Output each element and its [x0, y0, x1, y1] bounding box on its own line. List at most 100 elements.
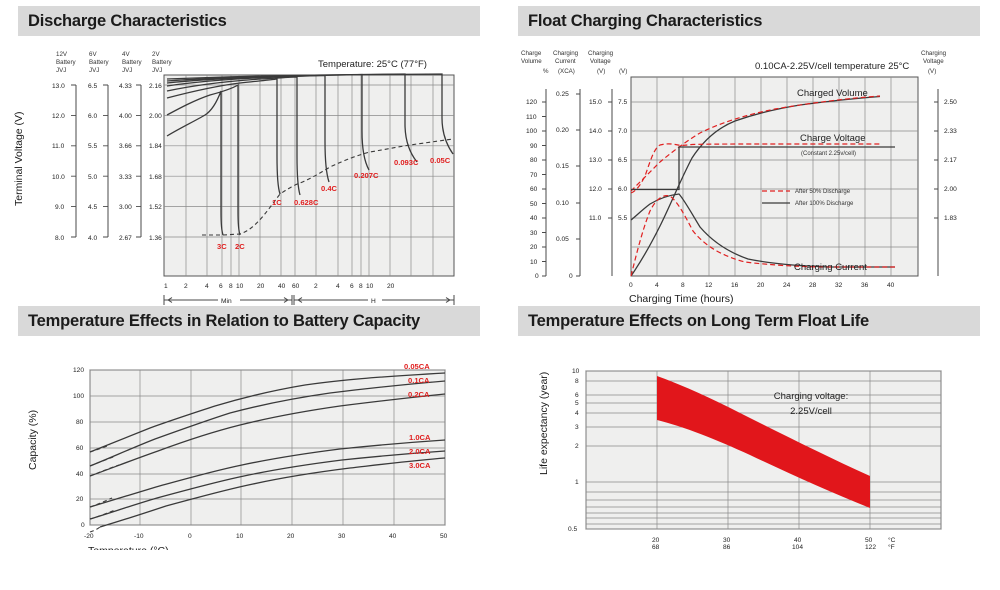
svg-text:50: 50	[530, 201, 538, 208]
svg-text:2.50: 2.50	[944, 99, 957, 106]
svg-text:6.5: 6.5	[618, 157, 627, 164]
svg-text:10: 10	[366, 283, 374, 290]
svg-text:60: 60	[292, 283, 300, 290]
scale-charging-voltage: 15.0 14.0 13.0 12.0 11.0	[589, 89, 613, 276]
svg-text:5.5: 5.5	[88, 143, 97, 150]
capacity-curves	[89, 372, 446, 533]
y-axis-title: Capacity (%)	[27, 410, 39, 470]
svg-text:5.0: 5.0	[88, 174, 97, 181]
scale-charge-volume: 120 110 100 90 80 70 60 50 40 30 20 10 0	[526, 89, 547, 280]
panel-header-bar: Temperature Effects in Relation to Batte…	[18, 306, 480, 336]
svg-text:Charging voltage:: Charging voltage:	[774, 391, 848, 402]
svg-text:°F: °F	[888, 543, 895, 551]
svg-text:20: 20	[287, 533, 295, 540]
svg-text:1.52: 1.52	[149, 204, 162, 211]
panel-title: Discharge Characteristics	[28, 11, 227, 30]
svg-text:40: 40	[76, 471, 84, 478]
svg-text:JVJ: JVJ	[152, 67, 162, 74]
svg-text:Voltage: Voltage	[923, 58, 944, 65]
svg-text:Battery: Battery	[56, 59, 77, 66]
svg-text:4V: 4V	[122, 51, 130, 58]
svg-text:12V: 12V	[56, 51, 68, 58]
svg-text:1.84: 1.84	[149, 143, 162, 150]
svg-text:3.33: 3.33	[119, 174, 132, 181]
svg-text:40: 40	[389, 533, 397, 540]
svg-text:20: 20	[530, 244, 538, 251]
svg-text:Battery: Battery	[152, 59, 173, 66]
svg-text:Current: Current	[555, 58, 576, 65]
svg-text:0.628C: 0.628C	[294, 198, 319, 207]
svg-text:10: 10	[530, 259, 538, 266]
curve-rate-labels: 3C 2C 1C 0.628C 0.4C 0.207C 0.093C 0.05C	[217, 156, 451, 251]
svg-text:0: 0	[188, 533, 192, 540]
svg-text:1.36: 1.36	[149, 235, 162, 242]
svg-text:1.68: 1.68	[149, 174, 162, 181]
svg-text:Charging: Charging	[553, 50, 579, 57]
x-axis-ticks: -20 -10 0 10 20 30 40 50	[84, 533, 448, 540]
svg-text:7.5: 7.5	[618, 99, 627, 106]
voltage-scale-headers: 12V Battery JVJ 6V Battery JVJ 4V Batter…	[56, 51, 173, 74]
svg-text:9.0: 9.0	[55, 204, 64, 211]
svg-text:120: 120	[73, 367, 84, 374]
svg-text:Battery: Battery	[89, 59, 110, 66]
svg-text:Min: Min	[221, 298, 232, 305]
svg-text:14.0: 14.0	[589, 128, 602, 135]
svg-text:4: 4	[655, 282, 659, 289]
y-axis-title: Life expectancy (year)	[538, 372, 550, 475]
svg-text:(XCA): (XCA)	[558, 68, 575, 75]
svg-text:8: 8	[359, 283, 363, 290]
chart-capacity-vs-temperature: Capacity (%)	[0, 340, 500, 550]
right-axis-header: Charging Voltage (V)	[921, 50, 947, 75]
scale-right-charging-voltage: 2.50 2.33 2.17 2.00 1.83	[934, 89, 957, 276]
svg-text:80: 80	[76, 419, 84, 426]
svg-text:(V): (V)	[619, 68, 627, 75]
svg-text:20: 20	[387, 283, 395, 290]
svg-text:3.66: 3.66	[119, 143, 132, 150]
curve-rate-labels: 0.05CA 0.1CA 0.2CA 1.0CA 2.0CA 3.0CA	[404, 362, 431, 470]
svg-text:0.05C: 0.05C	[430, 156, 451, 165]
svg-text:6: 6	[350, 283, 354, 290]
svg-text:8.0: 8.0	[55, 235, 64, 242]
svg-text:6.5: 6.5	[88, 83, 97, 90]
svg-text:1: 1	[575, 479, 579, 486]
svg-text:2: 2	[184, 283, 188, 290]
svg-text:6: 6	[219, 283, 223, 290]
svg-text:4.33: 4.33	[119, 83, 132, 90]
panel-temperature-effects-float-life: Temperature Effects on Long Term Float L…	[500, 300, 1000, 590]
range-indicator-min: Min	[163, 294, 293, 306]
svg-text:7.0: 7.0	[618, 128, 627, 135]
svg-text:32: 32	[835, 282, 843, 289]
svg-text:60: 60	[530, 186, 538, 193]
svg-text:0.1CA: 0.1CA	[408, 376, 430, 385]
svg-text:10.0: 10.0	[52, 174, 65, 181]
svg-text:50: 50	[865, 537, 873, 544]
svg-text:3: 3	[575, 424, 579, 431]
svg-text:28: 28	[809, 282, 817, 289]
panel-temperature-effects-capacity: Temperature Effects in Relation to Batte…	[0, 300, 500, 590]
scale-6v: 6.5 6.0 5.5 5.0 4.5 4.0	[88, 83, 109, 242]
panel-header-bar: Temperature Effects on Long Term Float L…	[518, 306, 980, 336]
svg-text:50: 50	[440, 533, 448, 540]
svg-text:-10: -10	[134, 533, 144, 540]
curve-labels: Charged Volume Charge Voltage (Constant …	[794, 88, 868, 273]
svg-text:40: 40	[887, 282, 895, 289]
svg-text:0.05: 0.05	[556, 236, 569, 243]
svg-text:-20: -20	[84, 533, 94, 540]
svg-text:86: 86	[723, 544, 731, 551]
svg-text:20: 20	[757, 282, 765, 289]
legend-item-100: After 100% Discharge	[795, 201, 854, 207]
y-axis-ticks: 10 8 6 5 4 3 2 1 0.5	[568, 368, 580, 533]
svg-text:0.4C: 0.4C	[321, 184, 338, 193]
svg-text:2C: 2C	[235, 242, 245, 251]
panel-header-bar: Float Charging Characteristics	[518, 6, 980, 36]
svg-text:0: 0	[535, 273, 539, 280]
svg-text:13.0: 13.0	[589, 157, 602, 164]
svg-text:70: 70	[530, 172, 538, 179]
scale-charging-current: 0.25 0.20 0.15 0.10 0.05 0	[556, 89, 581, 280]
svg-text:12: 12	[705, 282, 713, 289]
svg-text:11.0: 11.0	[589, 215, 602, 222]
svg-text:100: 100	[526, 128, 537, 135]
svg-text:40: 40	[794, 537, 802, 544]
svg-text:2.33: 2.33	[944, 128, 957, 135]
